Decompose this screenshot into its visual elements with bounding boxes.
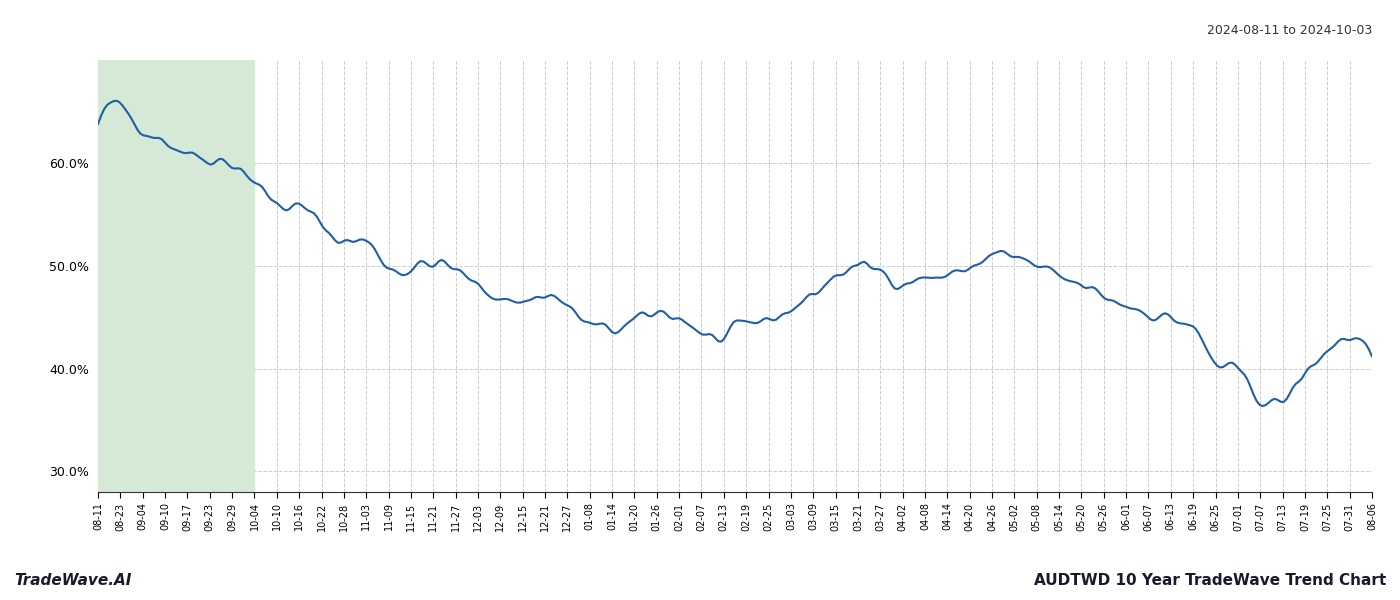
Text: AUDTWD 10 Year TradeWave Trend Chart: AUDTWD 10 Year TradeWave Trend Chart [1033, 573, 1386, 588]
Bar [98, 60, 255, 492]
Text: 2024-08-11 to 2024-10-03: 2024-08-11 to 2024-10-03 [1207, 24, 1372, 37]
Text: TradeWave.AI: TradeWave.AI [14, 573, 132, 588]
